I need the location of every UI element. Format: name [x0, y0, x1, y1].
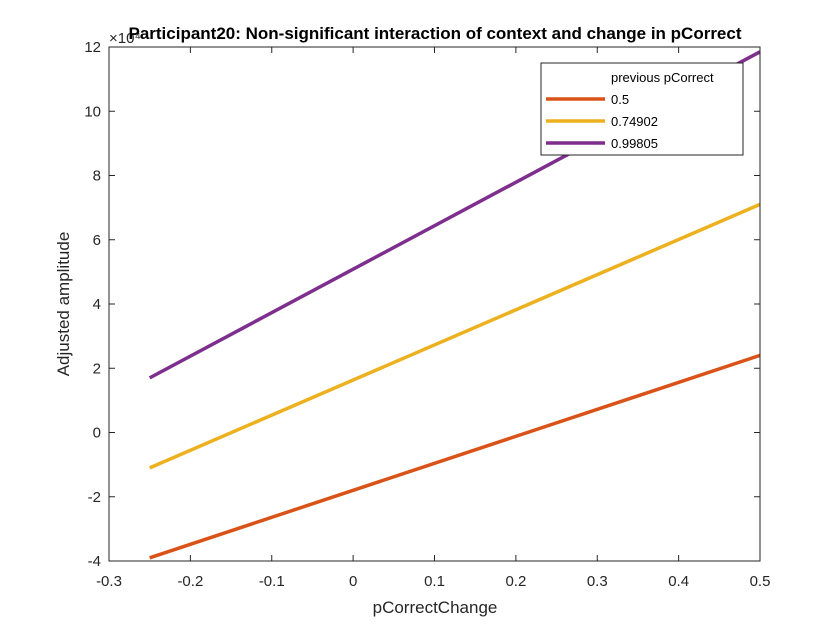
- series-line-0: [149, 353, 761, 560]
- y-tick-label: 6: [93, 232, 101, 249]
- y-tick-label: -2: [88, 489, 101, 506]
- legend-title: previous pCorrect: [611, 70, 714, 85]
- y-tick-label: 12: [84, 39, 101, 56]
- x-tick-label: 0.4: [668, 573, 689, 590]
- y-tick-label: 8: [93, 168, 101, 185]
- y-axis-label: Adjusted amplitude: [54, 232, 73, 377]
- x-tick-label: 0: [349, 573, 357, 590]
- x-tick-label: 0.1: [424, 573, 445, 590]
- chart-title: Participant20: Non-significant interacti…: [128, 24, 741, 43]
- y-axis-exponent: ×10⁴: [109, 30, 141, 47]
- y-axis-ticks: -4 -2 0 2 4 6 8 10 12: [84, 39, 760, 570]
- y-tick-label: 2: [93, 360, 101, 377]
- legend-label-2: 0.99805: [611, 136, 658, 151]
- legend-label-0: 0.5: [611, 92, 629, 107]
- x-tick-label: -0.3: [96, 573, 122, 590]
- series-line-1: [148, 202, 761, 470]
- x-tick-label: 0.2: [505, 573, 526, 590]
- x-axis-label: pCorrectChange: [373, 598, 498, 617]
- legend-label-1: 0.74902: [611, 114, 658, 129]
- x-tick-label: -0.1: [259, 573, 285, 590]
- x-tick-label: 0.3: [587, 573, 608, 590]
- y-tick-label: 4: [93, 296, 101, 313]
- y-tick-label: 0: [93, 425, 101, 442]
- y-tick-label: 10: [84, 103, 101, 120]
- x-axis-ticks: -0.3 -0.2 -0.1 0 0.1 0.2 0.3 0.4 0.5: [96, 47, 770, 590]
- y-tick-label: -4: [88, 553, 101, 570]
- legend-entries: 0.5 0.74902 0.99805: [546, 92, 658, 151]
- x-tick-label: 0.5: [750, 573, 771, 590]
- legend: previous pCorrect 0.5 0.74902 0.99805: [540, 62, 744, 156]
- x-tick-label: -0.2: [177, 573, 203, 590]
- legend-box: [540, 62, 744, 156]
